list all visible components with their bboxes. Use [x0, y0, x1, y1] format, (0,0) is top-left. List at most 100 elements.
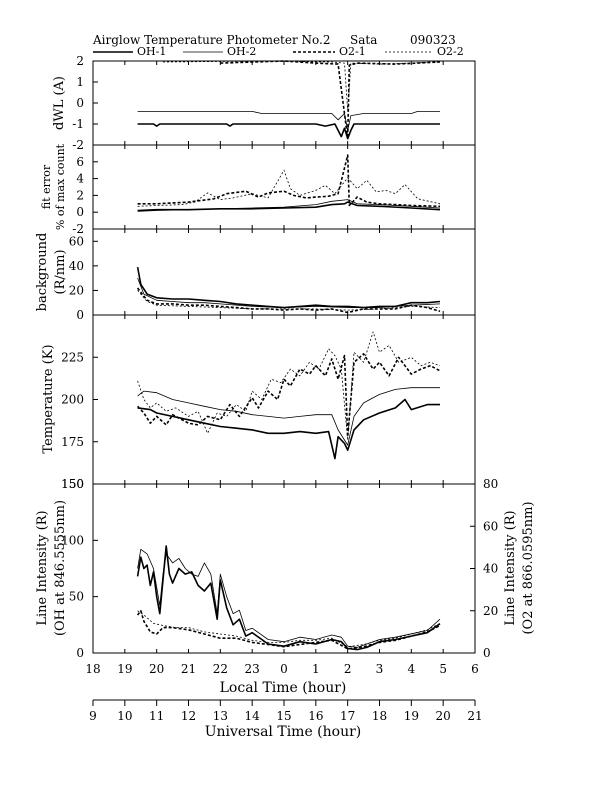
dwl-ylabel: dWL (A)	[52, 76, 67, 130]
site-name: Sata	[350, 33, 377, 47]
series-line-oh1-panel-line-intensity	[136, 545, 441, 651]
fit-error-ylabel: fit error	[40, 164, 53, 209]
y-tick-label: 0	[76, 205, 84, 219]
y-tick-label: 225	[61, 350, 84, 364]
legend: OH-1 OH-2 O2-1 O2-2	[93, 45, 464, 58]
x-tick-label-local: 6	[471, 662, 479, 676]
y-tick-label-right: 80	[483, 477, 498, 491]
background-ylabel-unit: (R/nm)	[53, 249, 68, 294]
series-line-o22-panel-dWL	[162, 60, 441, 112]
fit-error-ylabel-unit: % of max count	[54, 143, 67, 230]
x-tick-label-ut: 20	[436, 709, 451, 723]
x-tick-label-ut: 10	[117, 709, 132, 723]
y-tick-label-right: 0	[483, 646, 491, 660]
chart-title: Airglow Temperature Photometer No.2	[92, 33, 331, 47]
y-tick-label: 2	[76, 188, 84, 202]
panel-temperature-frame	[92, 314, 476, 485]
series-line-o22-panel-fit-error	[137, 169, 441, 207]
x-tick-label-local: 22	[213, 662, 228, 676]
x-tick-label-ut: 19	[404, 709, 419, 723]
y-tick-label-right: 40	[483, 562, 498, 576]
y-tick-label: -2	[72, 138, 84, 152]
series-line-o21-panel-fit-error	[137, 154, 441, 208]
y-tick-label-right: 20	[483, 604, 498, 618]
legend-label-oh2: OH-2	[227, 45, 256, 58]
y-tick-label: -1	[72, 117, 84, 131]
temperature-ylabel: Temperature (K)	[41, 344, 56, 453]
panel-fit-error-frame	[92, 144, 476, 230]
x-tick-label-ut: 15	[276, 709, 291, 723]
series-line-oh2-panel-dWL	[137, 111, 440, 131]
x-tick-label-local: 5	[439, 662, 447, 676]
legend-item-o22: O2-2	[385, 45, 464, 58]
series-line-o21-panel-background	[136, 287, 441, 314]
y-tick-label: -2	[72, 222, 84, 236]
x-tick-label-ut: 21	[467, 709, 482, 723]
legend-label-o22: O2-2	[437, 45, 464, 58]
intensity-ylabel-unit: (OH at 846.5555nm)	[53, 500, 68, 636]
x-tick-label-local: 3	[376, 662, 384, 676]
y-tick-label: 0	[76, 646, 84, 660]
series-line-oh2-panel-line-intensity	[137, 548, 441, 648]
x-axis-label-local: Local Time (hour)	[220, 680, 347, 696]
legend-label-oh1: OH-1	[137, 45, 166, 58]
legend-item-o21: O2-1	[293, 45, 366, 58]
series-line-oh1-panel-fit-error	[137, 201, 441, 212]
series-line-oh2-panel-fit-error	[137, 199, 441, 212]
y-tick-label: 150	[61, 477, 84, 491]
intensity-ylabel-right: Line Intensity (R)	[503, 510, 518, 625]
x-tick-label-local: 1	[312, 662, 320, 676]
date-code: 090323	[410, 33, 456, 47]
x-tick-label-ut: 12	[181, 709, 196, 723]
x-tick-label-ut: 14	[245, 709, 261, 723]
y-tick-label: 60	[69, 234, 84, 248]
panel-intensity-frame	[92, 483, 476, 654]
x-axis-label-ut: Universal Time (hour)	[205, 724, 362, 740]
legend-item-oh1: OH-1	[93, 45, 166, 58]
series-line-oh1-panel-dWL	[137, 123, 440, 140]
series-line-oh1-panel-background	[136, 266, 441, 309]
x-tick-label-local: 4	[408, 662, 416, 676]
legend-item-oh2: OH-2	[183, 45, 256, 58]
y-tick-label: 200	[61, 393, 84, 407]
panel-dwl-frame	[92, 60, 476, 146]
series-line-o22-panel-temperature	[137, 331, 441, 441]
y-tick-label: 4	[76, 172, 84, 186]
y-tick-label: 0	[76, 96, 84, 110]
x-tick-label-local: 23	[245, 662, 260, 676]
x-tick-label-local: 21	[181, 662, 196, 676]
background-ylabel: background	[35, 233, 50, 312]
series-line-oh2-panel-temperature	[137, 387, 440, 446]
intensity-ylabel: Line Intensity (R)	[35, 510, 50, 625]
x-tick-label-ut: 16	[308, 709, 323, 723]
y-tick-label: 20	[69, 283, 84, 297]
intensity-ylabel-right-unit: (O2 at 866.0595nm)	[521, 501, 536, 634]
legend-label-o21: O2-1	[339, 45, 366, 58]
x-tick-label-local: 0	[280, 662, 288, 676]
x-tick-label-local: 20	[149, 662, 164, 676]
series-line-o21-panel-dWL	[220, 60, 441, 140]
series-line-o21-panel-temperature	[137, 353, 441, 438]
y-tick-label: 2	[76, 54, 84, 68]
series-line-oh2-panel-background	[137, 277, 441, 309]
x-tick-label-ut: 17	[340, 709, 355, 723]
y-tick-label: 1	[76, 75, 84, 89]
series-line-o22-panel-background	[137, 290, 441, 311]
y-tick-label-right: 60	[483, 519, 498, 533]
x-tick-label-ut: 11	[149, 709, 164, 723]
x-tick-label-ut: 18	[372, 709, 387, 723]
y-tick-label: 175	[61, 435, 84, 449]
y-tick-label: 150	[61, 477, 84, 491]
x-tick-label-local: 19	[117, 662, 132, 676]
x-tick-label-ut: 13	[213, 709, 228, 723]
y-tick-label: 0	[76, 308, 84, 322]
x-tick-label-local: 2	[344, 662, 352, 676]
chart-marks: 210-1-26420-2604020022520017515015010050…	[61, 54, 498, 723]
series-line-o22-panel-line-intensity	[137, 610, 441, 648]
series-line-o21-panel-line-intensity	[136, 609, 441, 650]
y-tick-label: 100	[61, 533, 84, 547]
y-tick-label: 50	[69, 590, 84, 604]
x-tick-label-local: 18	[85, 662, 100, 676]
y-tick-label: 40	[69, 259, 84, 273]
